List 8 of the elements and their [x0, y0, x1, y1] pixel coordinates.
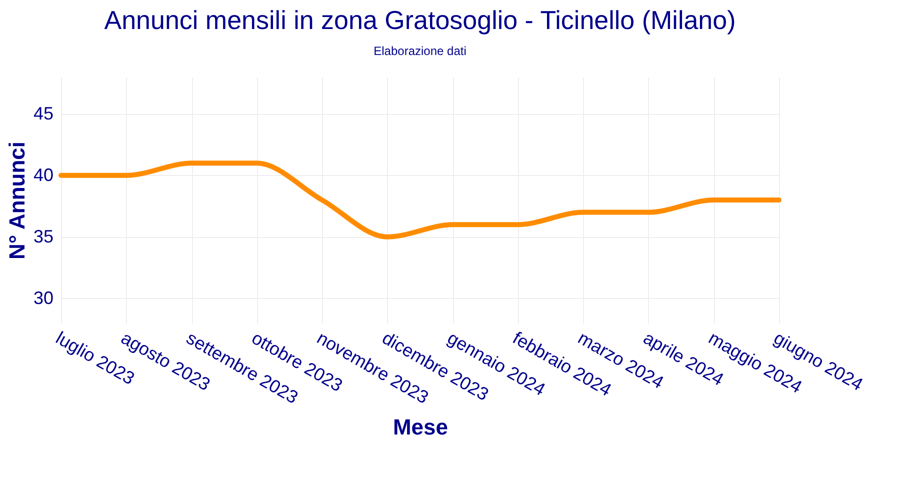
- y-tick-label: 40: [33, 164, 54, 185]
- y-tick-label: 30: [33, 288, 54, 308]
- chart-subtitle: Elaborazione dati: [374, 44, 466, 58]
- y-tick-label: 45: [33, 103, 54, 124]
- y-tick-label: 35: [33, 226, 54, 246]
- x-axis-title: Mese: [392, 414, 448, 440]
- chart-title: Annunci mensili in zona Gratosoglio - Ticinello (Milano): [104, 5, 736, 35]
- y-axis-title: N° Annunci: [4, 142, 30, 260]
